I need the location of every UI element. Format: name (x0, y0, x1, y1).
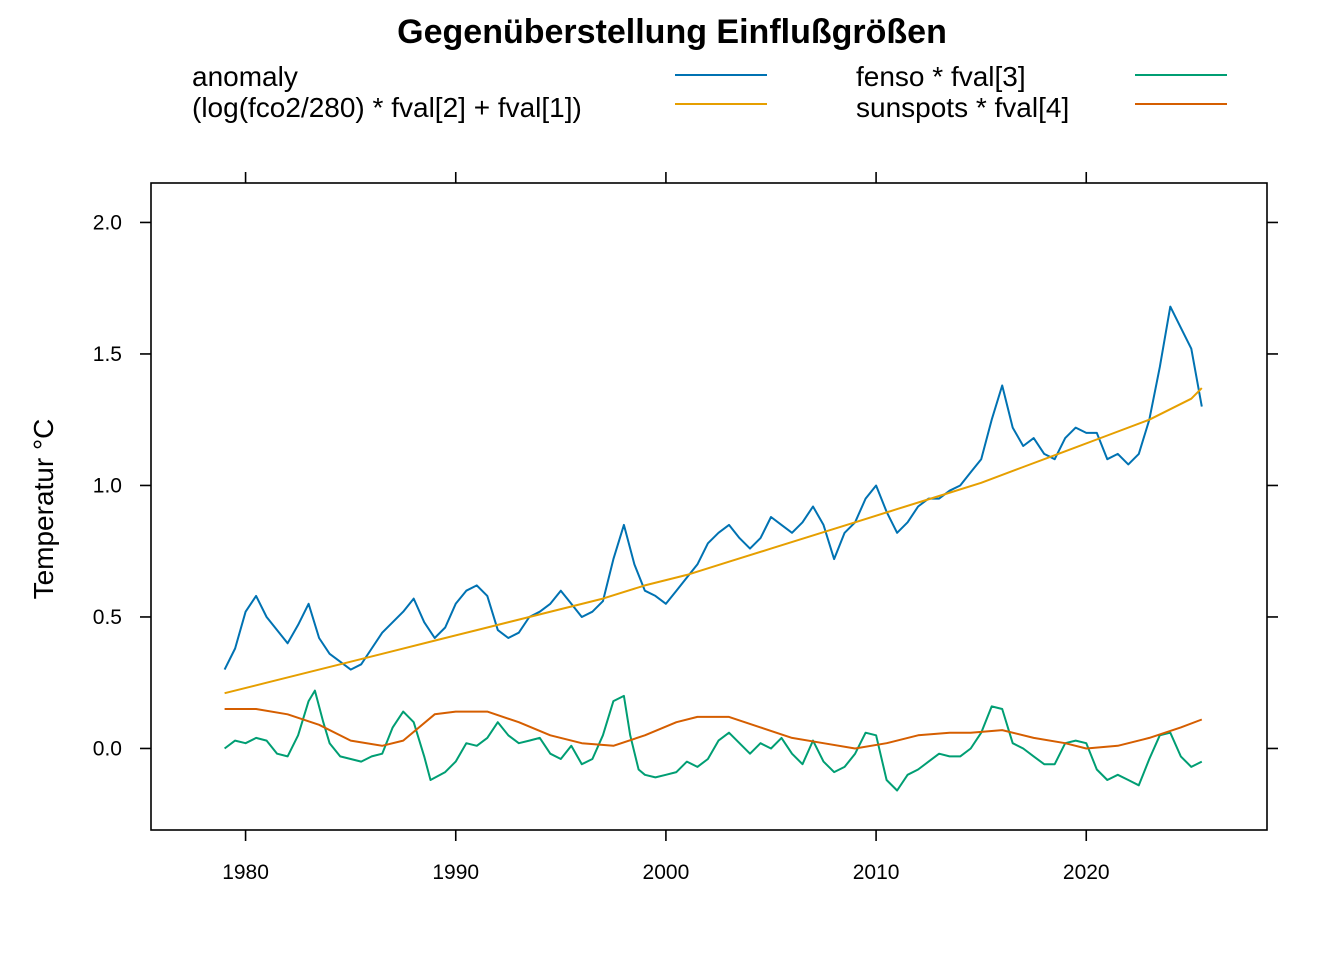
series-line-4 (224, 708, 1203, 750)
x-tick-label: 2010 (853, 861, 900, 884)
x-tick-label: 1980 (222, 861, 269, 884)
axes: 1980 1990 2000 2010 2020 0.0 0.5 1.0 1.5 2.0 (93, 172, 1278, 884)
legend-label: (log(fco2/280) * fval[2] + fval[1]) (192, 92, 582, 123)
legend-label: sunspots * fval[4] (856, 92, 1069, 123)
series-line-2 (224, 387, 1203, 695)
x-tick-label: 1990 (432, 861, 479, 884)
y-axis-title: Temperatur °C (28, 419, 59, 600)
legend: anomaly(log(fco2/280) * fval[2] + fval[1… (192, 61, 1227, 123)
legend-label: fenso * fval[3] (856, 61, 1026, 92)
legend-label: anomaly (192, 61, 298, 92)
chart-title: Gegenüberstellung Einflußgrößen (397, 13, 947, 51)
series-line-3 (223, 689, 1203, 792)
plot-area (223, 305, 1203, 792)
x-tick-label: 2020 (1063, 861, 1110, 884)
y-tick-label: 1.5 (93, 343, 122, 366)
y-tick-label: 0.0 (93, 737, 122, 760)
y-tick-label: 0.5 (93, 606, 122, 629)
y-tick-label: 1.0 (93, 474, 122, 497)
x-tick-label: 2000 (643, 861, 690, 884)
plot-frame (150, 182, 1268, 831)
series-line-1 (223, 305, 1203, 671)
y-tick-label: 2.0 (93, 211, 122, 234)
